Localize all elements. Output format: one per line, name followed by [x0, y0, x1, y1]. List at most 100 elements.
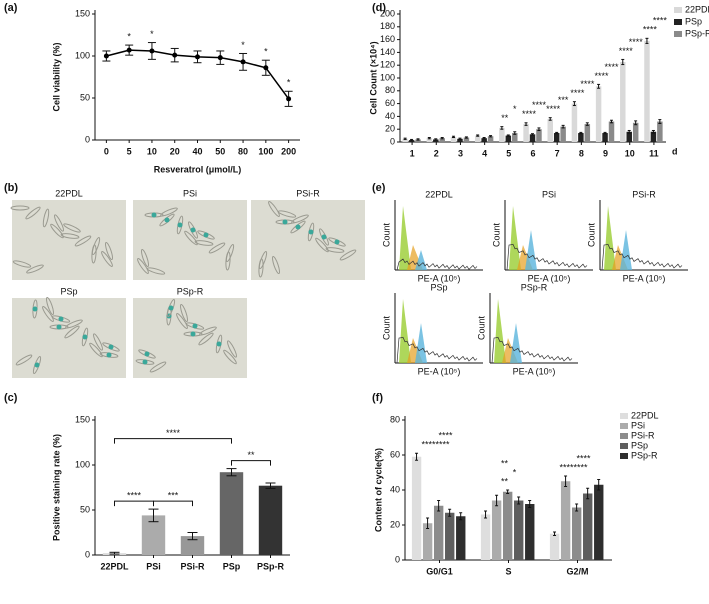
- y-axis-label: Content of cycle(%): [373, 448, 383, 532]
- bracket: [114, 500, 154, 507]
- x-tick-label: 20: [170, 146, 180, 156]
- y-tick-label: 40: [390, 484, 400, 494]
- y-axis-label: Cell viability (%): [51, 42, 61, 111]
- cell: [91, 237, 101, 255]
- cell: [60, 233, 80, 239]
- significance: ****: [580, 79, 595, 89]
- legend-label: PSi: [631, 420, 645, 430]
- error-bar: [440, 137, 444, 140]
- bar: [499, 127, 505, 142]
- bar: [505, 135, 512, 142]
- legend-label: PSp-R: [685, 28, 709, 38]
- bracket: [114, 438, 232, 444]
- significance: **: [501, 458, 509, 468]
- error-bar: [415, 452, 419, 461]
- bar: [487, 136, 494, 142]
- image-label: 22PDL: [55, 188, 83, 198]
- point: [286, 96, 292, 102]
- error-bar: [537, 127, 541, 131]
- x-tick-label: PSp: [223, 561, 241, 571]
- significance: **: [247, 450, 255, 460]
- cell: [149, 361, 167, 373]
- point: [263, 65, 269, 71]
- error-bar: [586, 487, 590, 500]
- bar: [439, 138, 445, 142]
- error-bar: [530, 133, 534, 136]
- significance: ***: [558, 95, 569, 105]
- cell: [26, 264, 44, 274]
- point: [149, 48, 155, 54]
- micrograph: [12, 296, 126, 378]
- bar: [514, 500, 524, 560]
- x-axis-label: PE-A (10⁵): [513, 366, 556, 376]
- error-bar: [528, 500, 532, 508]
- bar: [620, 62, 626, 142]
- error-bar: [482, 137, 486, 140]
- panel-label: (c): [4, 392, 18, 404]
- cell: [10, 205, 30, 211]
- cell: [223, 349, 237, 365]
- x-tick-label: 50: [215, 146, 225, 156]
- panel-label: (f): [372, 392, 383, 404]
- y-tick-label: 50: [80, 92, 90, 102]
- error-bar: [621, 58, 625, 66]
- significance: ********: [421, 440, 450, 450]
- cell: [325, 247, 345, 253]
- cell: [64, 325, 80, 339]
- stain: [144, 351, 150, 357]
- bar: [632, 122, 639, 142]
- significance: ****: [532, 100, 547, 110]
- bar: [608, 121, 615, 142]
- flow-histogram: PSp PE-A (10⁵) Count: [381, 282, 483, 376]
- image-label: PSp: [60, 286, 77, 296]
- error-bar: [459, 512, 463, 521]
- y-axis-label: Count: [476, 316, 486, 341]
- error-bar: [489, 135, 493, 138]
- x-tick-label: 9: [603, 148, 608, 158]
- y-tick-label: 180: [380, 21, 395, 31]
- error-bar: [651, 129, 655, 134]
- cell: [339, 249, 357, 261]
- cell: [208, 242, 226, 254]
- bar: [463, 137, 470, 142]
- y-tick-label: 100: [380, 72, 395, 82]
- legend-label: PSi-R: [631, 430, 655, 440]
- error-bar: [226, 468, 237, 477]
- legend-label: 22PDL: [631, 410, 659, 420]
- error-bar: [513, 131, 517, 135]
- cell: [198, 332, 214, 346]
- bar: [525, 504, 535, 560]
- x-axis-label: PE-A (10⁵): [623, 273, 666, 283]
- legend-swatch: [620, 423, 628, 429]
- bar: [426, 138, 433, 142]
- bar: [594, 484, 604, 560]
- legend-swatch: [620, 443, 628, 449]
- stain: [108, 344, 114, 350]
- x-tick-label: 7: [555, 148, 560, 158]
- panel-label: (e): [372, 182, 386, 194]
- bar: [560, 481, 571, 560]
- legend-swatch: [620, 433, 628, 439]
- y-axis-label: Count: [381, 223, 391, 248]
- error-bar: [585, 122, 589, 126]
- y-tick-label: 0: [85, 134, 90, 144]
- error-bar: [427, 137, 431, 140]
- significance: *: [241, 40, 245, 50]
- cell: [93, 333, 103, 351]
- stain: [32, 306, 38, 312]
- error-bar: [517, 496, 521, 505]
- cell: [46, 296, 54, 316]
- cell: [101, 251, 113, 267]
- significance: *: [513, 104, 517, 114]
- error-bar: [458, 137, 462, 140]
- x-tick-label: 5: [127, 146, 132, 156]
- significance: *: [287, 78, 291, 88]
- point: [195, 54, 200, 60]
- micrograph-bg: [12, 200, 126, 280]
- micrograph: [133, 298, 247, 378]
- panel-label: (d): [372, 2, 386, 14]
- point: [172, 52, 178, 58]
- panel-label: (b): [4, 182, 18, 194]
- error-bar: [464, 136, 468, 139]
- error-bar: [579, 131, 583, 135]
